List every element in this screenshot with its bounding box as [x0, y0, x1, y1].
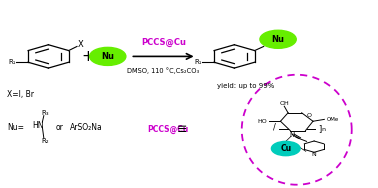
Text: X: X — [78, 40, 84, 49]
Text: R₁: R₁ — [8, 59, 16, 65]
Circle shape — [271, 141, 300, 156]
Text: ArSO₂Na: ArSO₂Na — [70, 123, 103, 132]
Text: OH: OH — [279, 101, 289, 106]
Text: +: + — [81, 49, 94, 64]
Circle shape — [90, 47, 126, 65]
Text: Cu: Cu — [280, 144, 291, 153]
Text: PCCS@Cu: PCCS@Cu — [147, 125, 189, 134]
Text: yield: up to 99%: yield: up to 99% — [217, 83, 274, 89]
Circle shape — [260, 30, 296, 48]
Text: ]: ] — [318, 124, 321, 133]
Text: O: O — [307, 113, 312, 118]
Text: R₁: R₁ — [194, 59, 202, 65]
Text: HN: HN — [32, 121, 43, 130]
Text: HO: HO — [257, 119, 267, 124]
Text: R₃: R₃ — [42, 110, 49, 116]
Text: PCCS@Cu: PCCS@Cu — [141, 38, 186, 47]
Text: N: N — [290, 132, 295, 138]
Text: N: N — [312, 152, 316, 157]
Text: /: / — [273, 123, 276, 132]
Text: Nu: Nu — [101, 52, 114, 61]
Text: R₂: R₂ — [42, 138, 49, 144]
Text: ≡: ≡ — [177, 123, 187, 136]
Text: DMSO, 110 °C,Cs₂CO₃: DMSO, 110 °C,Cs₂CO₃ — [127, 67, 200, 74]
Text: Nu: Nu — [271, 35, 285, 44]
Text: n: n — [322, 127, 325, 132]
Text: X=I, Br: X=I, Br — [7, 89, 34, 99]
Text: OMe: OMe — [327, 117, 339, 121]
Text: or: or — [56, 123, 64, 132]
Text: Nu=: Nu= — [7, 123, 24, 132]
